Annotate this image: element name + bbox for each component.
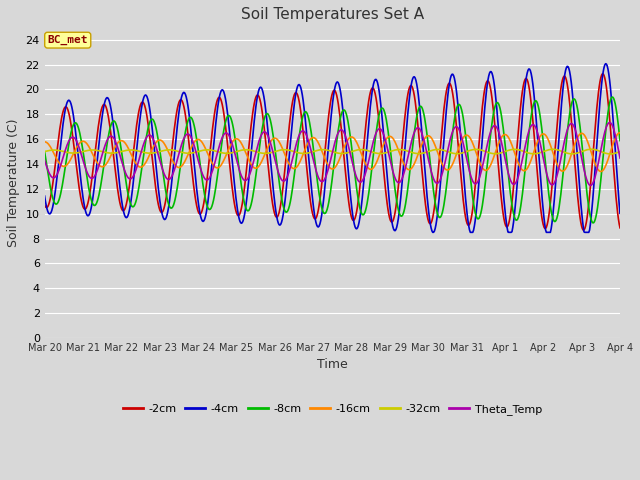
Text: BC_met: BC_met: [47, 35, 88, 45]
Legend: -2cm, -4cm, -8cm, -16cm, -32cm, Theta_Temp: -2cm, -4cm, -8cm, -16cm, -32cm, Theta_Te…: [118, 399, 547, 419]
X-axis label: Time: Time: [317, 359, 348, 372]
Title: Soil Temperatures Set A: Soil Temperatures Set A: [241, 7, 424, 22]
Y-axis label: Soil Temperature (C): Soil Temperature (C): [7, 119, 20, 247]
